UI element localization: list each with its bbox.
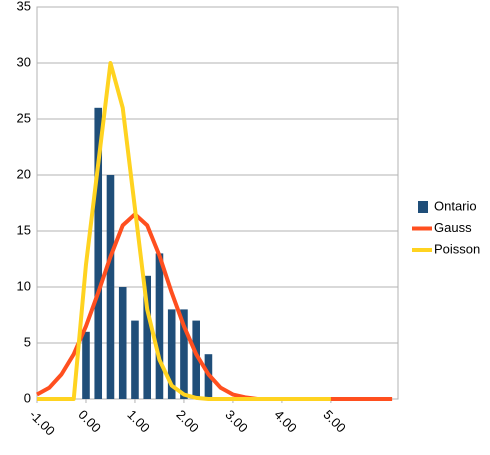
- bar: [155, 253, 164, 399]
- x-tick-label: 4.00: [271, 407, 300, 436]
- x-tick-label: -1.00: [26, 407, 58, 439]
- legend: Ontario Gauss Poisson: [412, 198, 480, 256]
- y-tick-label: 0: [24, 390, 31, 405]
- y-tick-label: 25: [17, 110, 31, 125]
- bar: [106, 175, 115, 399]
- bar: [131, 320, 139, 399]
- bar: [94, 107, 103, 400]
- line-series: [36, 212, 393, 401]
- y-tick-label: 35: [17, 0, 31, 13]
- y-tick-label: 20: [17, 166, 31, 181]
- bar: [82, 331, 90, 399]
- y-tick-label: 15: [17, 222, 31, 237]
- legend-label: Ontario: [434, 198, 477, 213]
- x-tick-label: 2.00: [173, 407, 202, 436]
- y-tick-label: 5: [24, 334, 31, 349]
- bar: [118, 287, 127, 399]
- legend-swatch: [418, 201, 428, 213]
- x-tick-label: 1.00: [124, 407, 153, 436]
- plot-area: [36, 6, 399, 400]
- y-tick-label: 10: [17, 278, 31, 293]
- y-tick-label: 30: [17, 54, 31, 69]
- bar: [143, 275, 152, 399]
- line-series: [37, 61, 331, 401]
- bar: [192, 320, 200, 399]
- legend-label: Gauss: [434, 220, 472, 235]
- bar: [167, 309, 176, 399]
- legend-label: Poisson: [434, 241, 480, 256]
- bar: [180, 309, 188, 399]
- x-tick-label: 3.00: [222, 407, 251, 436]
- x-tick-label: 0.00: [75, 407, 104, 436]
- x-tick-label: 5.00: [320, 407, 349, 436]
